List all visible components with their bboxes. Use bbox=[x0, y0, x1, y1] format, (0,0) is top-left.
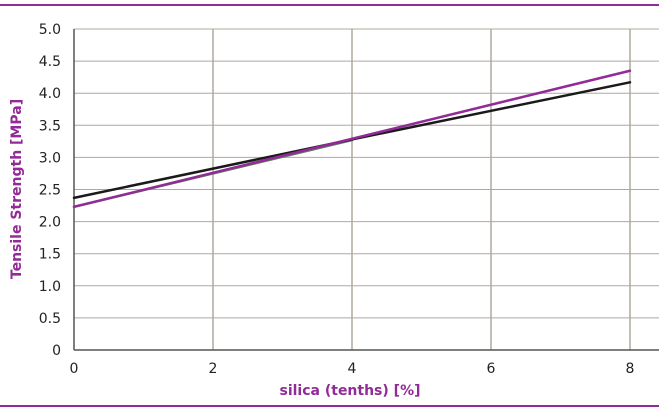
axis-layer bbox=[73, 29, 659, 351]
y-tick-label: 2.0 bbox=[39, 215, 61, 231]
x-axis-title: silica (tenths) [%] bbox=[280, 383, 421, 399]
y-axis-title: Tensile Strength [MPa] bbox=[9, 99, 25, 279]
tick-label-layer: 0 0.5 1.0 1.5 2.0 2.5 3.0 3.5 4.0 4.5 5.0 0 2 4 6 8 bbox=[39, 22, 635, 377]
y-tick-label: 3.0 bbox=[39, 150, 61, 166]
y-tick-label: 0.5 bbox=[39, 311, 61, 327]
grid-layer bbox=[74, 28, 659, 350]
x-tick-label: 0 bbox=[70, 361, 79, 377]
series-layer bbox=[72, 69, 632, 209]
y-tick-label: 1.0 bbox=[39, 279, 61, 295]
y-tick-label: 4.0 bbox=[39, 86, 61, 102]
x-tick-label: 2 bbox=[209, 361, 218, 377]
x-tick-label: 4 bbox=[348, 361, 357, 377]
y-tick-label: 1.5 bbox=[39, 247, 61, 263]
series-line-3 bbox=[72, 69, 632, 209]
y-tick-label: 0 bbox=[52, 343, 61, 359]
y-tick-label: 2.5 bbox=[39, 183, 61, 199]
x-tick-label: 6 bbox=[487, 361, 496, 377]
y-tick-label: 4.5 bbox=[39, 54, 61, 70]
y-tick-label: 5.0 bbox=[39, 22, 61, 38]
x-tick-label: 8 bbox=[626, 361, 635, 377]
y-tick-label: 3.5 bbox=[39, 118, 61, 134]
